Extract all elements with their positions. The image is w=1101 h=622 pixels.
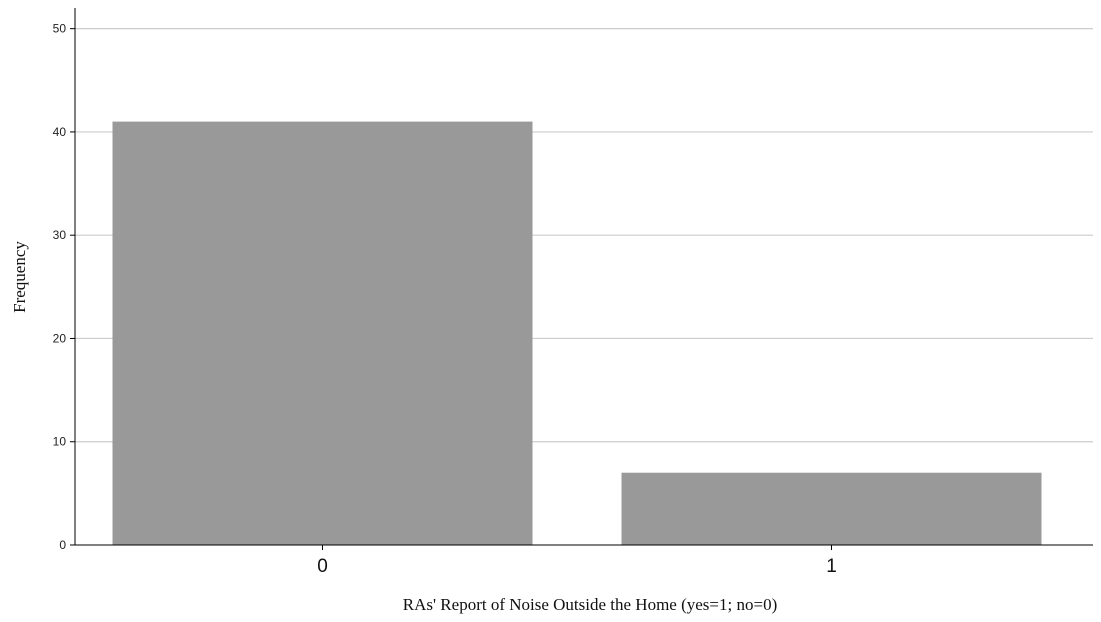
y-tick-label: 20: [53, 331, 67, 345]
bars: [112, 121, 1042, 545]
y-tick-label: 10: [53, 435, 67, 449]
bar-1: [621, 472, 1042, 545]
x-tick-label: 1: [826, 556, 837, 577]
y-tick-label: 0: [59, 538, 66, 552]
y-tick-label: 30: [53, 228, 67, 242]
axes: [74, 8, 1093, 546]
y-tick-label: 40: [53, 125, 67, 139]
y-tick-labels: 0 10 20 30 40 50: [53, 22, 75, 552]
y-axis-title: Frequency: [10, 241, 29, 313]
x-axis-title: RAs' Report of Noise Outside the Home (y…: [403, 595, 777, 614]
bar-0: [112, 121, 533, 545]
y-tick-label: 50: [53, 22, 67, 36]
x-tick-label: 0: [317, 556, 328, 577]
